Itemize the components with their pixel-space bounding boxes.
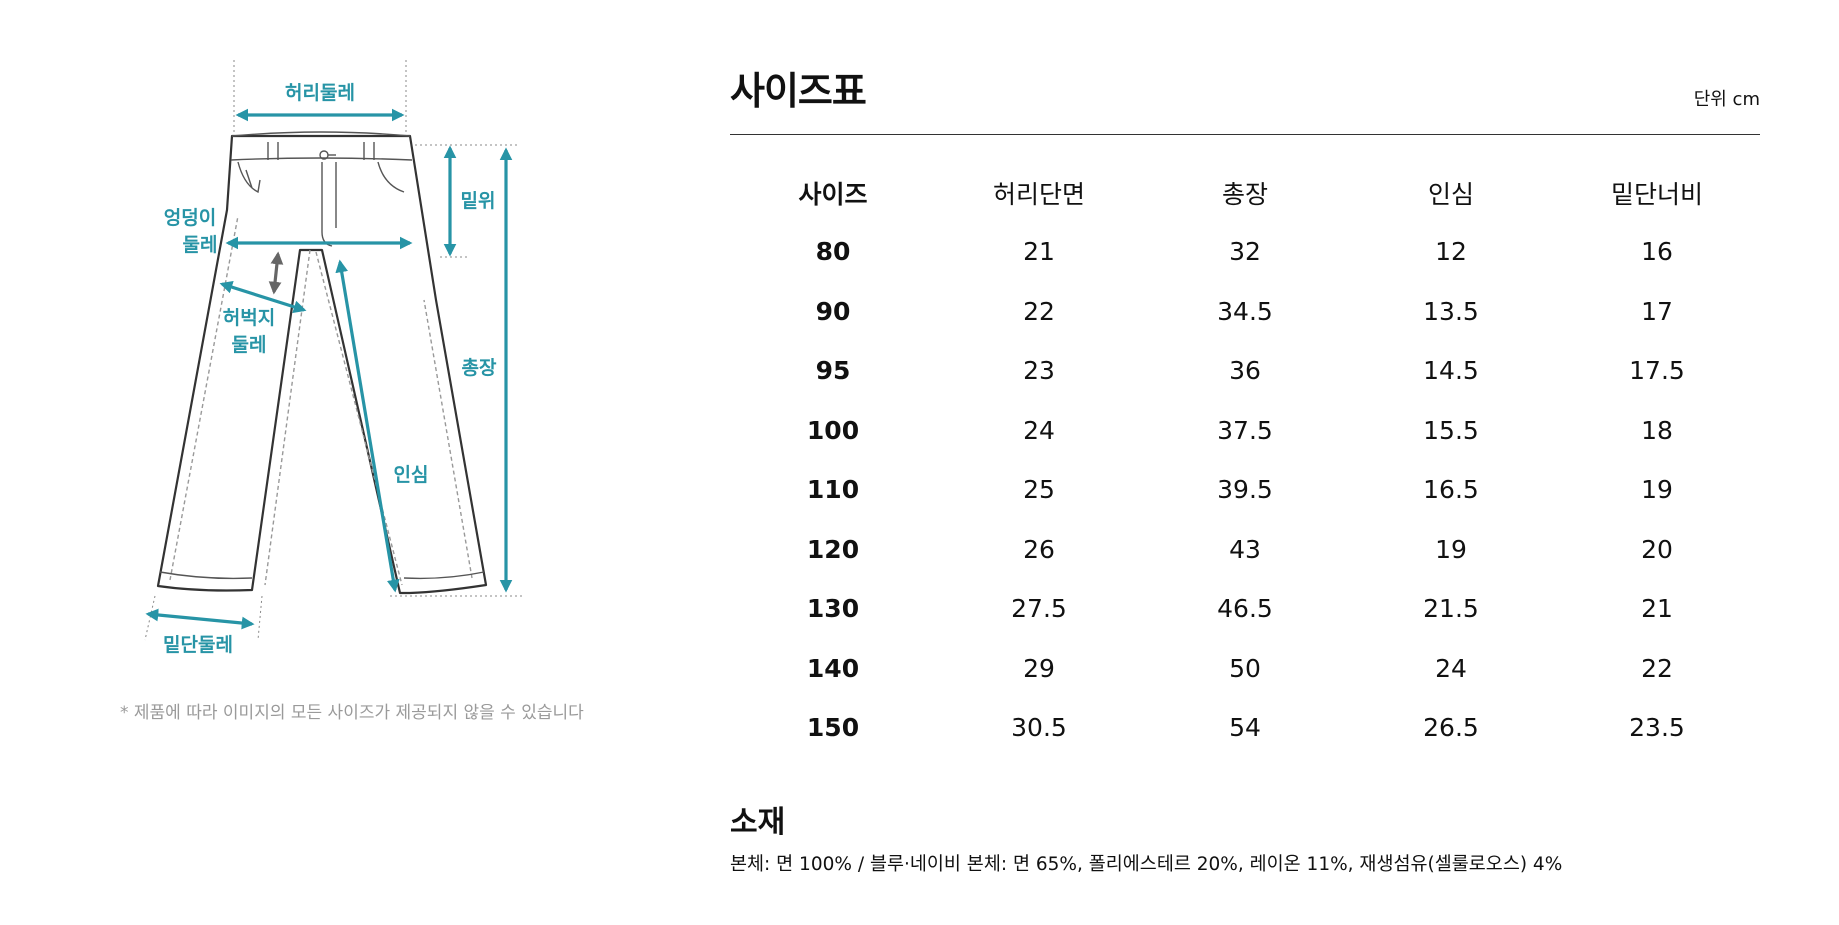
cell-waist: 21 [1023, 237, 1055, 267]
header-waist: 허리단면 [992, 180, 1085, 209]
cell-hem: 16 [1641, 237, 1673, 267]
pants-outline-icon [156, 134, 488, 595]
cell-length: 46.5 [1217, 594, 1273, 624]
cell-waist: 22 [1023, 296, 1055, 326]
label-thigh-line1: 허벅지 [223, 307, 275, 329]
cell-waist: 26 [1023, 534, 1055, 564]
size-chart-title: 사이즈표 [730, 69, 867, 113]
material-title: 소재 [730, 805, 786, 840]
header-hem: 밑단너비 [1610, 180, 1703, 209]
cell-hem: 18 [1641, 415, 1673, 445]
label-rise: 밑위 [461, 190, 496, 212]
unit-label: 단위 cm [1693, 89, 1760, 110]
cell-waist: 27.5 [1011, 594, 1067, 624]
table-row: 120 26 43 19 20 [730, 520, 1760, 580]
rise-offset-arrow-icon [268, 251, 284, 295]
cell-inseam: 24 [1435, 653, 1467, 683]
label-length: 총장 [462, 357, 497, 379]
cell-waist: 30.5 [1011, 713, 1067, 743]
cell-waist: 23 [1023, 356, 1055, 386]
cell-size: 90 [815, 296, 851, 326]
cell-size: 120 [806, 534, 860, 564]
pants-measurement-diagram: 허리둘레 밑위 엉덩이 둘레 허벅지 둘레 총장 인심 밑단둘레 [144, 60, 525, 656]
cell-size: 150 [806, 713, 860, 743]
cell-size: 95 [815, 356, 851, 386]
table-row: 130 27.5 46.5 21.5 21 [730, 579, 1760, 639]
cell-hem: 19 [1641, 475, 1673, 505]
table-row: 140 29 50 24 22 [730, 639, 1760, 699]
cell-length: 54 [1229, 713, 1261, 743]
cell-hem: 23.5 [1629, 713, 1685, 743]
cell-length: 50 [1229, 653, 1261, 683]
cell-length: 39.5 [1217, 475, 1273, 505]
table-row: 110 25 39.5 16.5 19 [730, 460, 1760, 520]
table-row: 80 21 32 12 16 [730, 222, 1760, 282]
cell-size: 140 [806, 653, 860, 683]
cell-inseam: 26.5 [1423, 713, 1479, 743]
cell-size: 80 [815, 237, 851, 267]
label-hip-line2: 둘레 [183, 234, 218, 256]
label-waist: 허리둘레 [285, 82, 355, 104]
cell-length: 37.5 [1217, 415, 1273, 445]
cell-waist: 29 [1023, 653, 1055, 683]
table-row: 100 24 37.5 15.5 18 [730, 401, 1760, 461]
label-thigh-line2: 둘레 [232, 334, 267, 356]
measure-arrow-icon [145, 108, 513, 630]
cell-hem: 17.5 [1629, 356, 1685, 386]
cell-inseam: 19 [1435, 534, 1467, 564]
label-inseam: 인심 [394, 464, 429, 486]
cell-length: 36 [1229, 356, 1261, 386]
header-length: 총장 [1221, 180, 1268, 209]
table-row: 95 23 36 14.5 17.5 [730, 341, 1760, 401]
cell-inseam: 13.5 [1423, 296, 1479, 326]
disclaimer-note: * 제품에 따라 이미지의 모든 사이즈가 제공되지 않을 수 있습니다 [120, 703, 584, 723]
cell-inseam: 14.5 [1423, 356, 1479, 386]
header-size: 사이즈 [798, 180, 868, 209]
cell-length: 34.5 [1217, 296, 1273, 326]
cell-hem: 20 [1641, 534, 1673, 564]
label-hem: 밑단둘레 [163, 634, 233, 656]
cell-waist: 25 [1023, 475, 1055, 505]
size-table-header-row: 사이즈 허리단면 총장 인심 밑단너비 [730, 164, 1760, 222]
material-text: 본체: 면 100% / 블루·네이비 본체: 면 65%, 폴리에스테르 20… [730, 854, 1563, 875]
guide-lines [144, 60, 525, 641]
cell-inseam: 15.5 [1423, 415, 1479, 445]
label-hip-line1: 엉덩이 [164, 207, 216, 229]
cell-length: 32 [1229, 237, 1261, 267]
size-table: 사이즈 허리단면 총장 인심 밑단너비 80 21 32 12 16 90 22 34.5 1… [730, 164, 1760, 758]
cell-inseam: 16.5 [1423, 475, 1479, 505]
cell-waist: 24 [1023, 415, 1055, 445]
header-inseam: 인심 [1427, 180, 1474, 209]
table-row: 150 30.5 54 26.5 23.5 [730, 698, 1760, 758]
cell-size: 130 [806, 594, 860, 624]
cell-inseam: 12 [1435, 237, 1467, 267]
cell-hem: 22 [1641, 653, 1673, 683]
cell-size: 100 [806, 415, 860, 445]
title-divider [730, 134, 1760, 135]
cell-length: 43 [1229, 534, 1261, 564]
cell-hem: 17 [1641, 296, 1673, 326]
cell-hem: 21 [1641, 594, 1673, 624]
cell-size: 110 [806, 475, 860, 505]
table-row: 90 22 34.5 13.5 17 [730, 282, 1760, 342]
cell-inseam: 21.5 [1423, 594, 1479, 624]
